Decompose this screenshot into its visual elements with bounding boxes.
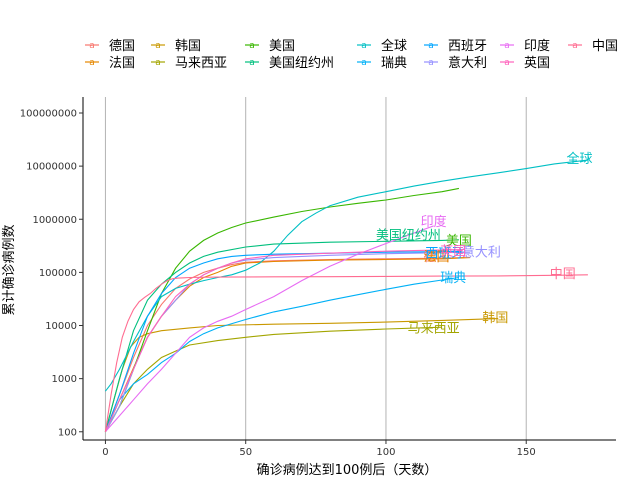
series-line [104,248,465,433]
series-line [104,239,459,432]
legend-key-glyph: a [155,41,161,51]
legend-item: a 马来西亚 [151,56,227,71]
legend-item: a 西班牙 [424,39,487,54]
legend-label: 美国 [269,39,295,54]
y-tick-label: 10000000 [26,162,77,173]
legend-item: a 中国 [568,39,618,54]
legend-item: a 美国纽约州 [245,56,334,71]
series-label: 马来西亚 [408,321,460,336]
y-tick-label: 100000000 [20,108,77,119]
legend-label: 意大利 [448,55,487,71]
legend-item: a 德国 [85,39,135,54]
legend-key-glyph: a [572,41,578,51]
legend-key-glyph: a [249,41,255,51]
legend-key-glyph: a [249,58,255,68]
legend-label: 印度 [524,38,550,54]
series-lines [104,159,588,433]
legend-item: a 法国 [85,56,135,71]
y-tick-label: 1000 [52,374,77,385]
series-label: 英国 [440,245,466,260]
legend-key-glyph: a [89,41,95,51]
series-line [104,187,460,433]
y-tick-label: 100 [58,427,77,438]
legend-label: 韩国 [175,39,201,54]
series-label: 中国 [550,267,576,282]
x-tick-label: 100 [376,447,395,458]
series-label: 印度 [421,214,447,230]
legend-key-glyph: a [361,41,367,51]
series-label: 全球 [567,151,593,167]
series-label: 意大利 [462,245,501,261]
legend-key-glyph: a [361,58,367,68]
legend-label: 法国 [109,56,135,71]
series-label: 美国纽约州 [376,229,441,244]
legend-key-glyph: a [89,58,95,68]
series-line [104,274,588,432]
series-label: 美国 [446,234,472,249]
series-line [104,251,471,433]
series-line [104,326,443,433]
y-tick-label: 10000 [45,321,77,332]
axes: 0 50 100 150 100 1000 10000 100000 1000000 100000… [20,97,616,458]
legend-item: a 美国 [245,39,295,54]
y-tick-label: 1000000 [32,215,77,226]
legend-label: 德国 [109,39,135,54]
x-tick-label: 50 [239,447,252,458]
series-line [104,276,459,433]
legend-label: 全球 [381,38,407,54]
legend: a 德国 a 法国 a 韩国 a 马来西亚 a 美国 a 美国纽约州 a 全球 a 瑞典 a 西班牙 a 意大利 a 印度… [85,38,618,71]
y-axis-title: 累计确诊病例数 [2,224,17,315]
legend-label: 瑞典 [381,56,407,71]
legend-item: a 瑞典 [357,56,407,71]
legend-item: a 韩国 [151,39,201,54]
legend-item: a 印度 [500,38,550,54]
legend-key-glyph: a [428,41,434,51]
series-line [104,250,462,432]
legend-item: a 英国 [500,56,550,71]
series-label: 法国 [423,250,449,265]
legend-label: 英国 [524,56,550,71]
legend-key-glyph: a [428,58,434,68]
legend-item: a 意大利 [424,55,487,71]
grid-lines [104,97,527,440]
legend-key-glyph: a [504,58,510,68]
legend-label: 西班牙 [448,39,487,54]
series-label: 韩国 [482,311,508,326]
legend-label: 美国纽约州 [269,56,334,71]
legend-key-glyph: a [155,58,161,68]
series-label: 西班牙 [425,247,464,262]
series-label: 德国 [423,250,449,265]
legend-item: a 全球 [357,38,407,54]
x-axis-title: 确诊病例达到100例后（天数） [257,463,438,478]
x-tick-label: 0 [102,447,108,458]
legend-label: 中国 [592,39,618,54]
series-line [104,257,465,432]
x-tick-label: 150 [517,447,536,458]
series-label: 瑞典 [440,271,466,286]
y-tick-label: 100000 [39,268,77,279]
legend-label: 马来西亚 [175,56,227,71]
legend-key-glyph: a [504,41,510,51]
